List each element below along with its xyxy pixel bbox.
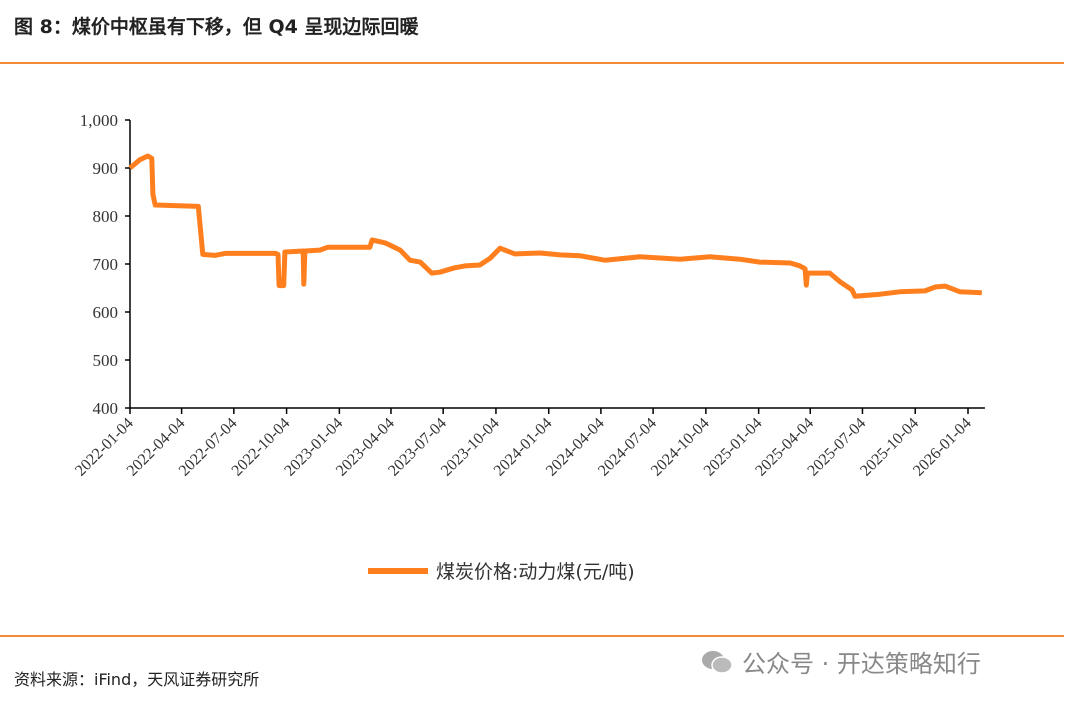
series-line <box>128 153 982 299</box>
watermark: 公众号 · 开达策略知行 <box>700 644 981 679</box>
line-chart: 4005006007008009001,0002022-01-042022-04… <box>72 111 985 583</box>
source-note: 资料来源：iFind，天风证券研究所 <box>14 670 260 689</box>
bottom-divider <box>0 635 1064 637</box>
y-tick-label: 700 <box>93 255 119 274</box>
watermark-text: 公众号 · 开达策略知行 <box>742 650 981 678</box>
figure-title: 图 8：煤价中枢虽有下移，但 Q4 呈现边际回暖 <box>14 16 419 38</box>
y-tick-label: 400 <box>93 399 119 418</box>
y-tick-label: 900 <box>93 159 119 178</box>
wechat-icon <box>702 650 733 674</box>
top-divider <box>0 62 1064 64</box>
y-tick-label: 800 <box>93 207 119 226</box>
y-tick-label: 1,000 <box>80 111 118 130</box>
y-tick-label: 600 <box>93 303 119 322</box>
legend-label: 煤炭价格:动力煤(元/吨) <box>436 561 635 583</box>
y-tick-label: 500 <box>93 351 119 370</box>
